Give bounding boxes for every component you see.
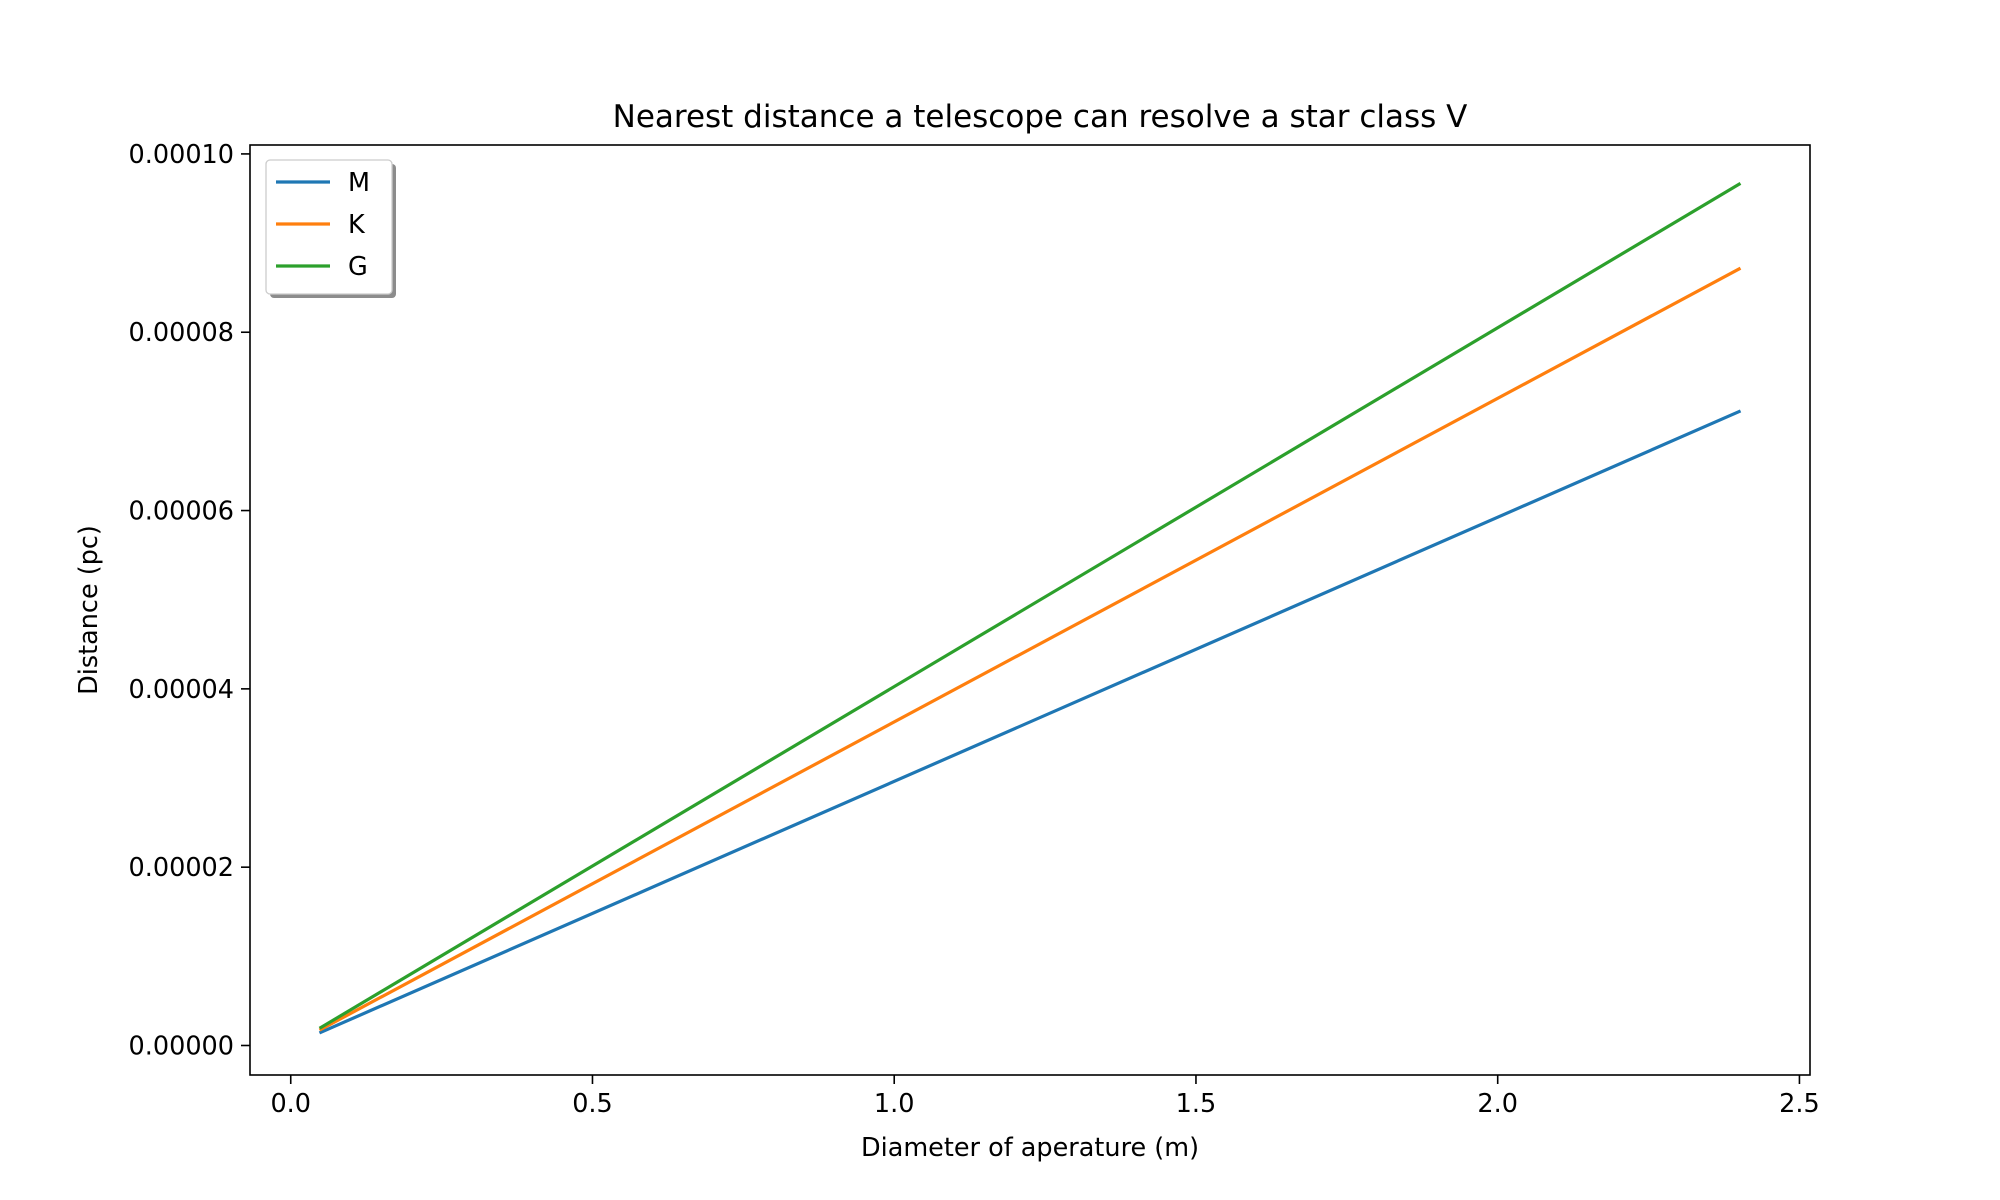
series-layer [318, 182, 1742, 1035]
y-axis-label: Distance (pc) [74, 525, 104, 695]
series-line-g [318, 182, 1742, 1030]
legend: MKG [265, 159, 396, 298]
x-tick-label: 2.0 [1477, 1089, 1518, 1119]
x-axis-ticks: 0.0 0.5 1.0 1.5 2.0 2.5 [270, 1075, 1820, 1119]
x-tick-label: 2.5 [1779, 1089, 1820, 1119]
legend-label-k: K [348, 210, 366, 240]
legend-label-g: G [348, 252, 368, 282]
y-tick-label: 0.00006 [129, 497, 234, 527]
chart-title: Nearest distance a telescope can resolve… [613, 99, 1468, 135]
x-tick-label: 1.5 [1176, 1089, 1217, 1119]
legend-label-m: M [348, 168, 370, 198]
y-tick-label: 0.00010 [129, 140, 234, 170]
series-line-m [318, 409, 1742, 1035]
x-tick-label: 0.0 [270, 1089, 311, 1119]
y-axis-ticks: 0.00000 0.00002 0.00004 0.00006 0.00008 0.000… [129, 140, 250, 1061]
y-tick-label: 0.00008 [129, 318, 234, 348]
x-tick-label: 0.5 [572, 1089, 613, 1119]
y-tick-label: 0.00002 [129, 853, 234, 883]
y-tick-label: 0.00004 [129, 675, 234, 705]
x-axis-label: Diameter of aperature (m) [861, 1133, 1199, 1163]
plot-frame [249, 144, 1811, 1076]
legend-box [265, 159, 393, 295]
series-line-k [318, 266, 1742, 1032]
x-tick-label: 1.0 [874, 1089, 915, 1119]
y-tick-label: 0.00000 [129, 1031, 234, 1061]
